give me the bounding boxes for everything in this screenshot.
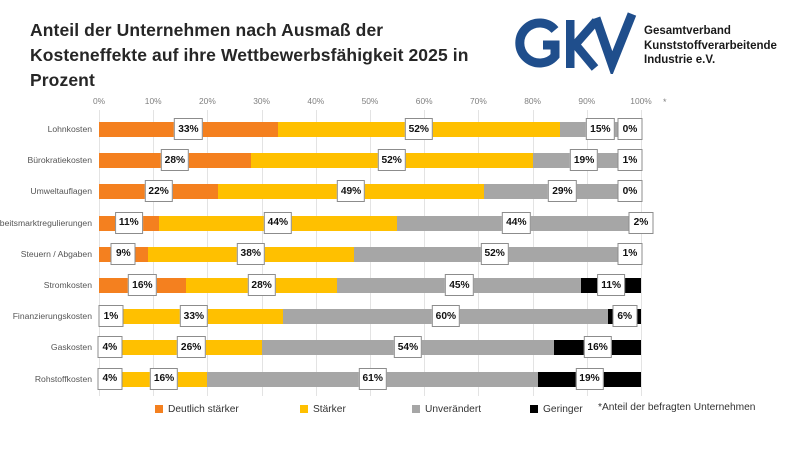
data-label-2-1: 28%: [160, 149, 190, 172]
x-tick-10: 10%: [144, 96, 162, 106]
legend-label: Stärker: [313, 403, 346, 415]
category-label-2: Bürokratiekosten: [27, 155, 93, 166]
chart-bar-rows: Lohnkosten 33% 52% 15% 0% Bürokratiekosten 28%…: [0, 110, 800, 396]
data-label-8-3: 54%: [393, 336, 423, 359]
data-label-7-4: 6%: [612, 305, 638, 328]
data-label-5-4: 1%: [617, 242, 643, 265]
data-label-6-3: 45%: [445, 274, 474, 296]
data-label-4-4: 2%: [628, 211, 654, 234]
category-label-4: Arbeitsmarktregulierungen: [0, 217, 92, 228]
chart-row: Lohnkosten 33% 52% 15% 0%: [0, 114, 800, 144]
category-label-6: Stromkosten: [43, 280, 92, 290]
chart-row: Finanzierungskosten 1% 33% 60% 6%: [0, 301, 800, 331]
data-label-1-2: 52%: [404, 118, 433, 140]
x-tick-80: 80%: [524, 96, 541, 106]
legend-swatch-icon: [530, 405, 538, 413]
x-tick-60: 60%: [415, 96, 433, 106]
data-label-9-3: 61%: [358, 367, 387, 390]
chart-legend: *Anteil der befragten Unternehmen Deutli…: [0, 400, 800, 422]
data-label-6-1: 16%: [128, 274, 157, 296]
category-label-8: Gaskosten: [50, 342, 92, 353]
data-label-9-2: 16%: [149, 367, 179, 390]
organization-line-3: Industrie e.V.: [644, 54, 716, 66]
data-label-1-4: 0%: [617, 118, 643, 140]
chart-row: Steuern / Abgaben 9% 38% 52% 1%: [0, 239, 800, 269]
category-label-9: Rohstoffkosten: [34, 373, 92, 384]
data-label-7-2: 33%: [179, 305, 209, 328]
data-label-4-1: 11%: [114, 211, 143, 234]
data-label-8-2: 26%: [176, 336, 206, 359]
x-tick-90: 90%: [578, 96, 596, 106]
x-tick-30: 30%: [253, 96, 270, 106]
legend-item-2[interactable]: Stärker: [300, 400, 346, 418]
stacked-bar: [99, 246, 641, 262]
legend-item-3[interactable]: Unverändert: [412, 400, 481, 418]
data-label-3-1: 22%: [144, 180, 173, 203]
legend-label: Unverändert: [425, 403, 482, 415]
chart-footnote: *Anteil der befragten Unternehmen: [598, 402, 756, 413]
gkv-logo-block: Gesamtverband Kunststoffverarbeitende In…: [508, 10, 793, 86]
gkv-logo-icon: [515, 12, 637, 74]
data-label-3-2: 49%: [336, 180, 366, 203]
axis-asterisk-note: *: [663, 97, 667, 107]
data-label-9-1: 4%: [97, 367, 123, 390]
data-label-3-4: 0%: [617, 180, 643, 203]
category-label-3: Umweltauflagen: [30, 186, 92, 197]
legend-item-4[interactable]: Geringer: [530, 400, 583, 418]
x-tick-40: 40%: [307, 96, 325, 106]
data-label-8-4: 16%: [583, 336, 612, 359]
data-label-2-2: 52%: [377, 149, 406, 172]
data-label-6-2: 28%: [247, 274, 276, 296]
data-label-2-4: 1%: [617, 149, 643, 172]
category-label-1: Lohnkosten: [47, 124, 92, 134]
data-label-4-2: 44%: [263, 211, 293, 234]
chart-row: Stromkosten 16% 28% 45% 11%: [0, 270, 800, 300]
category-label-5: Steuern / Abgaben: [20, 248, 92, 259]
chart-row: Bürokratiekosten 28% 52% 19% 1%: [0, 145, 800, 175]
category-label-7: Finanzierungskosten: [12, 311, 92, 322]
chart-row: Rohstoffkosten 4% 16% 61% 19%: [0, 364, 800, 394]
x-tick-70: 70%: [470, 96, 487, 106]
legend-swatch-icon: [155, 405, 163, 413]
chart-row: Umweltauflagen 22% 49% 29% 0%: [0, 176, 800, 206]
legend-label: Geringer: [543, 403, 583, 415]
data-label-8-1: 4%: [97, 336, 123, 359]
chart-row: Arbeitsmarktregulierungen 11% 44% 44% 2%: [0, 208, 800, 238]
organization-name: Gesamtverband Kunststoffverarbeitende In…: [644, 24, 794, 68]
x-tick-20: 20%: [199, 96, 216, 106]
legend-swatch-icon: [300, 405, 308, 413]
data-label-4-3: 44%: [502, 211, 531, 234]
x-tick-100: 100%: [630, 96, 652, 106]
data-label-7-1: 1%: [98, 305, 124, 328]
legend-label: Deutlich stärker: [168, 403, 239, 415]
data-label-5-2: 38%: [236, 242, 265, 265]
data-label-5-1: 9%: [110, 242, 136, 265]
page-title: Anteil der Unternehmen nach Ausmaß der K…: [30, 20, 469, 90]
organization-line-2: Kunststoffverarbeitende: [644, 39, 777, 52]
data-label-9-4: 19%: [575, 367, 604, 390]
x-axis-tick-labels: 0% 10% 20% 30% 40% 50% 60% 70% 80% 90% 100%: [0, 96, 800, 110]
data-label-5-3: 52%: [480, 242, 509, 265]
legend-item-1[interactable]: Deutlich stärker: [155, 400, 239, 418]
data-label-7-3: 60%: [431, 305, 461, 328]
data-label-6-4: 11%: [597, 274, 626, 296]
stacked-bar: [99, 278, 641, 293]
organization-line-1: Gesamtverband: [644, 25, 731, 37]
data-label-3-3: 29%: [548, 180, 577, 203]
x-tick-50: 50%: [361, 96, 379, 106]
chart-plot-area: 0% 10% 20% 30% 40% 50% 60% 70% 80% 90% 100% * Lohn…: [0, 96, 800, 396]
data-label-1-3: 15%: [586, 118, 615, 140]
data-label-2-3: 19%: [569, 149, 599, 172]
x-tick-0: 0%: [92, 96, 106, 106]
legend-swatch-icon: [412, 405, 420, 413]
chart-row: Gaskosten 4% 26% 54% 16%: [0, 332, 800, 362]
stacked-bar: [99, 215, 647, 231]
data-label-1-1: 33%: [174, 118, 203, 140]
